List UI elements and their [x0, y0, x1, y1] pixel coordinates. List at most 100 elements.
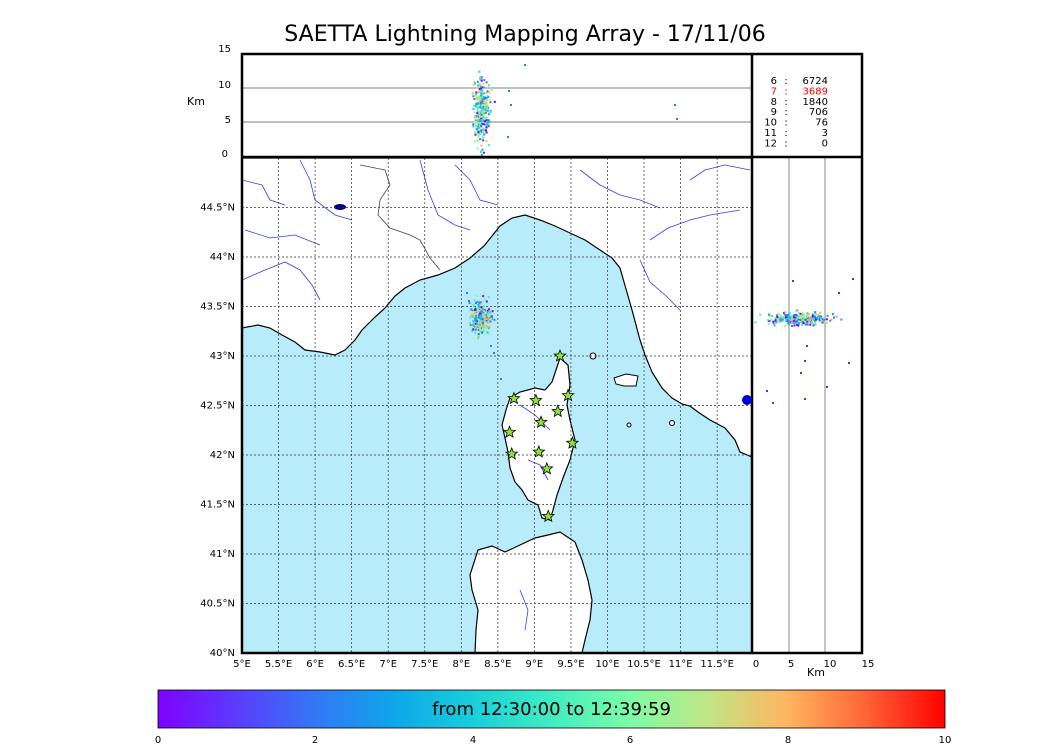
lat-tick-label: 44.5°N [200, 203, 235, 214]
lightning-source [488, 321, 491, 324]
lightning-source [475, 115, 478, 118]
lightning-source [806, 345, 808, 347]
lightning-source [474, 94, 477, 97]
lightning-source [483, 79, 486, 82]
lightning-source [478, 130, 481, 133]
lightning-source [816, 317, 819, 320]
lightning-source [820, 318, 822, 321]
lightning-source [802, 314, 805, 317]
lightning-source [494, 319, 497, 322]
stat-station: 8 [771, 97, 777, 108]
lightning-source [474, 302, 477, 305]
lightning-source [474, 322, 477, 325]
lightning-source [784, 325, 787, 327]
stat-station: 9 [771, 107, 777, 118]
lightning-source [478, 88, 481, 91]
lightning-source [474, 93, 477, 96]
lightning-source [476, 147, 479, 150]
lightning-source [487, 314, 490, 317]
lon-tick-label: 5°E [233, 659, 251, 670]
top-yticks: 0 5 10 15 [218, 44, 231, 160]
lightning-source [481, 138, 484, 141]
lightning-source [826, 386, 828, 388]
lightning-source [480, 85, 483, 88]
lightning-source [486, 98, 489, 101]
lightning-source [507, 136, 509, 138]
lightning-source [487, 317, 490, 320]
lat-tick-label: 41°N [210, 549, 235, 560]
lightning-source [487, 125, 490, 128]
lightning-source [482, 311, 485, 314]
lightning-source [485, 81, 488, 84]
lightning-source [480, 316, 483, 319]
lightning-source [777, 318, 780, 320]
lightning-source [484, 120, 487, 123]
lightning-source [476, 80, 479, 83]
lightning-source [482, 300, 484, 303]
lightning-source [472, 104, 475, 107]
lightning-source [476, 117, 479, 120]
lightning-source [478, 116, 481, 119]
lightning-source [479, 95, 482, 98]
side-xtick: 0 [753, 659, 759, 670]
lightning-source [482, 113, 485, 116]
lightning-source [479, 91, 482, 94]
lat-tick-label: 43.5°N [200, 302, 235, 313]
lightning-source [472, 324, 475, 327]
lightning-source [480, 308, 483, 311]
lightning-source [485, 131, 488, 134]
lightning-source [795, 309, 798, 312]
station-star-icon [529, 393, 543, 407]
lightning-source [483, 92, 486, 95]
lightning-source [489, 101, 492, 104]
lightning-source [790, 322, 793, 324]
lightning-source [833, 316, 835, 319]
side-xlabel: Km [807, 666, 825, 679]
lightning-source [480, 89, 483, 92]
lightning-source [766, 390, 768, 392]
lightning-source [804, 318, 807, 321]
lightning-source [476, 102, 479, 105]
lightning-source [806, 316, 808, 319]
lightning-source [476, 326, 479, 328]
lightning-source [798, 319, 801, 322]
top-altitude-panel [242, 54, 752, 157]
stat-sep: : [784, 107, 787, 118]
lightning-source [759, 313, 762, 316]
lightning-source [795, 313, 798, 316]
lightning-source [481, 329, 484, 332]
lightning-source [798, 313, 801, 316]
lightning-source [797, 316, 800, 319]
lightning-source [821, 318, 824, 321]
map-grid [242, 158, 752, 653]
lightning-source [489, 99, 492, 102]
lightning-source [485, 119, 488, 122]
lightning-source [491, 310, 494, 313]
lightning-source [478, 124, 481, 127]
lightning-source [791, 317, 794, 320]
lightning-source [829, 319, 832, 322]
lightning-source [674, 104, 676, 106]
lightning-source [778, 320, 781, 323]
lightning-source [788, 315, 791, 318]
lightning-source [809, 323, 812, 326]
lat-tick-label: 40°N [210, 648, 235, 659]
lat-tick-label: 42°N [210, 450, 235, 461]
lightning-source [483, 133, 486, 136]
lightning-source [475, 105, 478, 108]
lightning-source [803, 315, 806, 318]
lightning-source [798, 312, 801, 315]
lightning-source [477, 327, 479, 330]
lightning-source [483, 96, 486, 99]
lightning-source [480, 121, 483, 124]
lightning-source [486, 124, 489, 127]
lightning-source [472, 108, 475, 110]
lightning-source [478, 314, 480, 317]
lightning-source [480, 320, 483, 323]
lightning-source [482, 326, 484, 329]
lightning-source [475, 317, 478, 320]
lightning-source [815, 314, 817, 316]
lightning-source [473, 140, 476, 143]
lightning-source [473, 121, 476, 123]
lightning-source [483, 118, 486, 121]
